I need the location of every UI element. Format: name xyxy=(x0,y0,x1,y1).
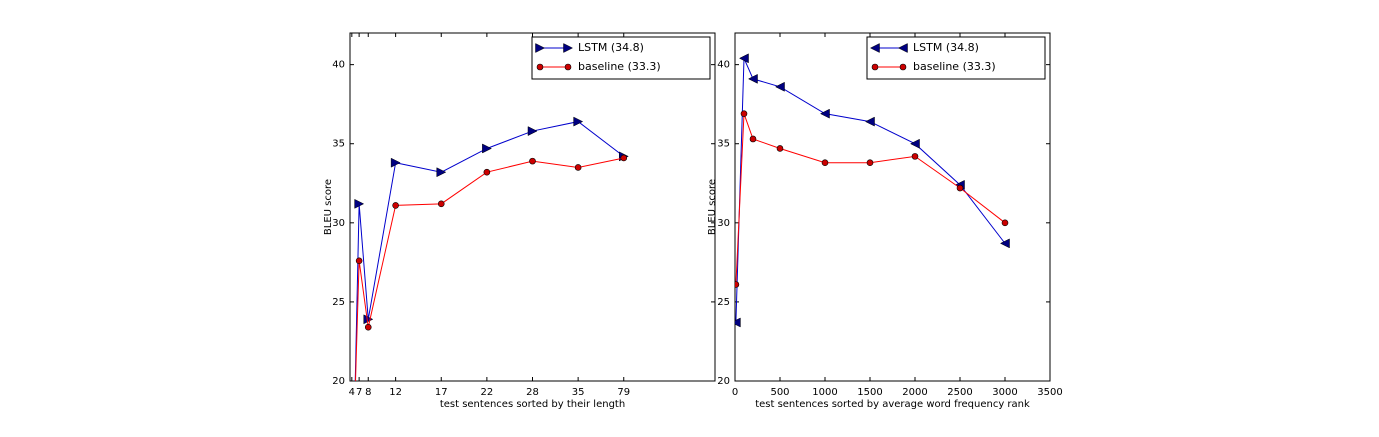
marker xyxy=(869,43,880,53)
plot-frame xyxy=(349,32,716,382)
y-axis-label: BLEU score xyxy=(323,179,334,235)
series-line xyxy=(355,157,624,381)
marker xyxy=(819,108,830,119)
x-tick-label: 35 xyxy=(572,387,585,398)
x-tick-label: 8 xyxy=(365,387,371,398)
plot-area xyxy=(735,53,1010,328)
marker xyxy=(482,143,492,154)
x-tick-label: 28 xyxy=(526,387,539,398)
marker xyxy=(350,408,359,417)
marker xyxy=(871,63,879,71)
marker xyxy=(437,200,445,208)
y-tick-label: 30 xyxy=(717,218,730,229)
marker xyxy=(747,73,758,84)
x-tick-label: 1000 xyxy=(812,387,837,398)
marker xyxy=(738,53,749,64)
marker xyxy=(735,317,741,328)
y-axis-label: BLEU score xyxy=(707,179,718,235)
x-tick-label: 3500 xyxy=(1037,387,1062,398)
marker xyxy=(899,63,907,71)
series-line xyxy=(735,58,1006,323)
marker xyxy=(483,168,491,176)
x-tick-label: 12 xyxy=(389,387,402,398)
x-axis-label: test sentences sorted by their length xyxy=(440,399,625,410)
x-axis-label: test sentences sorted by average word fr… xyxy=(755,399,1030,410)
marker xyxy=(735,281,740,288)
marker xyxy=(436,167,447,178)
y-tick-label: 30 xyxy=(332,218,345,229)
legend-box xyxy=(531,36,711,80)
chart: 20 25 30 35 40 0 500 1000 1500 2000 2500 3000 3500 te… xyxy=(707,32,1063,410)
x-tick-label: 7 xyxy=(356,387,362,398)
marker xyxy=(866,159,874,167)
legend-label: LSTM (34.8) xyxy=(578,41,644,54)
marker xyxy=(864,116,875,127)
marker xyxy=(363,314,374,325)
legend-label: baseline (33.3) xyxy=(578,60,661,73)
marker xyxy=(620,154,628,162)
marker xyxy=(390,157,401,168)
marker xyxy=(897,43,908,53)
marker xyxy=(999,238,1010,249)
x-tick-label: 0 xyxy=(732,387,738,398)
marker xyxy=(574,164,582,171)
x-tick-label: 2000 xyxy=(902,387,927,398)
marker xyxy=(909,138,920,149)
x-tick-label: 4 xyxy=(349,387,355,398)
y-tick-label: 25 xyxy=(332,297,345,308)
marker xyxy=(1001,219,1009,227)
marker xyxy=(529,157,536,165)
series-line xyxy=(735,113,1006,285)
marker xyxy=(355,257,363,265)
marker xyxy=(536,63,544,71)
marker xyxy=(535,43,546,53)
marker xyxy=(774,81,785,92)
x-tick-label: 17 xyxy=(435,387,448,398)
x-tick-label: 1500 xyxy=(857,387,882,398)
y-tick-label: 20 xyxy=(717,376,730,387)
legend-label: LSTM (34.8) xyxy=(913,41,979,54)
marker xyxy=(352,410,358,416)
marker xyxy=(749,135,757,143)
marker xyxy=(776,145,784,152)
marker xyxy=(956,184,964,192)
x-tick-label: 79 xyxy=(617,387,630,398)
y-tick-label: 40 xyxy=(332,60,345,71)
y-tick-label: 25 xyxy=(717,297,730,308)
y-tick-label: 35 xyxy=(332,139,345,150)
legend-box xyxy=(866,36,1046,80)
marker xyxy=(911,153,919,160)
plot-frame xyxy=(734,32,1051,382)
plot-area xyxy=(350,116,629,417)
marker xyxy=(563,43,574,53)
y-tick-label: 40 xyxy=(717,60,730,71)
legend-label: baseline (33.3) xyxy=(913,60,996,73)
marker xyxy=(821,159,829,167)
marker xyxy=(564,63,572,71)
marker xyxy=(527,126,538,136)
legend: LSTM (34.8) baseline (33.3) xyxy=(531,36,711,80)
y-tick-label: 35 xyxy=(717,139,730,150)
y-tick-label: 20 xyxy=(332,376,345,387)
marker xyxy=(573,116,584,127)
legend: LSTM (34.8) baseline (33.3) xyxy=(866,36,1046,80)
x-tick-label: 500 xyxy=(770,387,789,398)
x-tick-label: 2500 xyxy=(947,387,972,398)
x-tick-label: 3000 xyxy=(992,387,1017,398)
marker xyxy=(354,198,365,209)
marker xyxy=(364,323,372,331)
marker xyxy=(740,110,748,117)
x-tick-label: 22 xyxy=(481,387,494,398)
marker xyxy=(392,202,399,209)
